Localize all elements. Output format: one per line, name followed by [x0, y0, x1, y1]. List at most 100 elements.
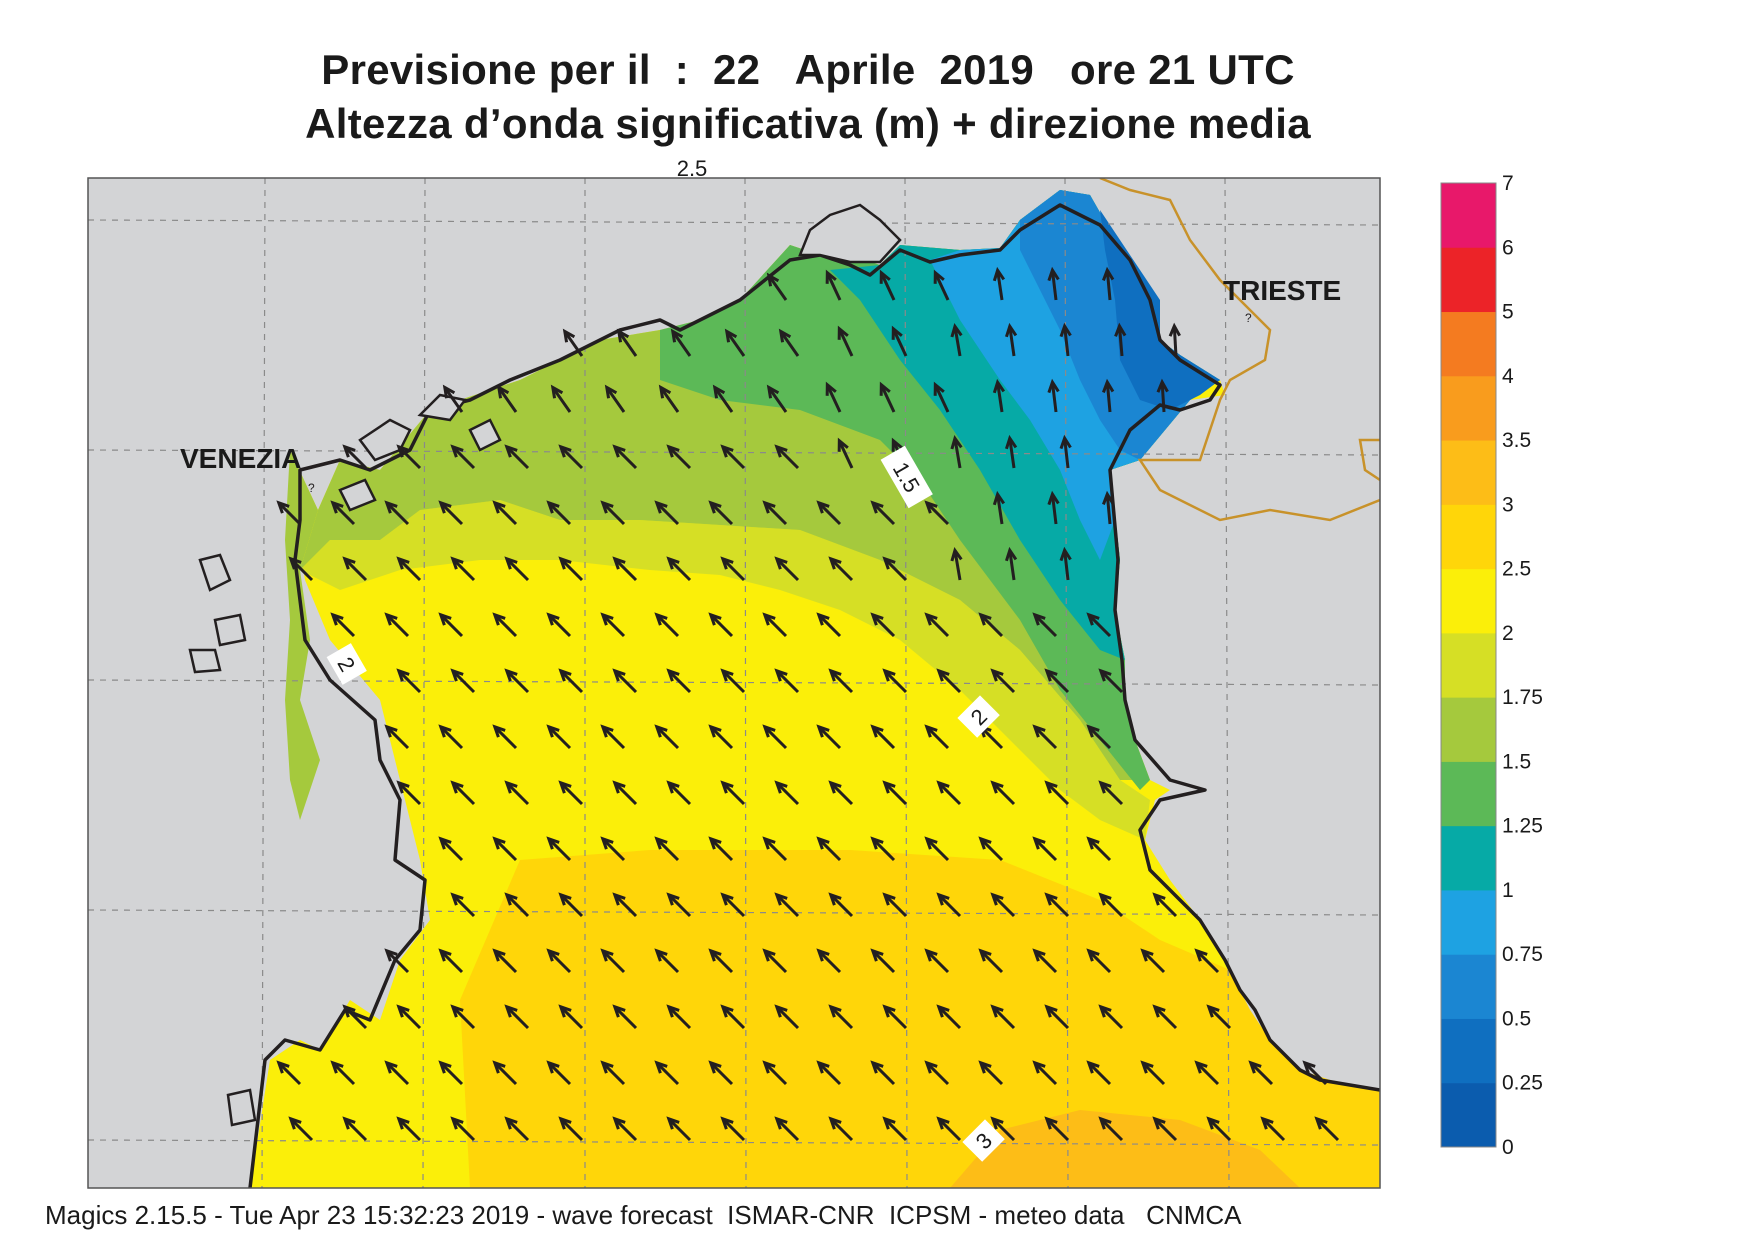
wave-arrow-shaft: [775, 893, 800, 918]
colorbar-swatch: [1441, 311, 1496, 377]
city-label-trieste: TRIESTE: [1223, 275, 1341, 306]
wave-arrow-shaft: [655, 1061, 680, 1086]
wave-arrow-shaft: [775, 445, 800, 470]
wave-arrow-shaft: [601, 501, 626, 526]
wave-arrow-shaft: [547, 725, 572, 750]
colorbar-level-label: 3: [1502, 493, 1514, 516]
band-3-3-5: [950, 1110, 1300, 1188]
colorbar-swatch: [1441, 761, 1496, 827]
wave-arrow-shaft: [817, 837, 842, 862]
wave-arrow-shaft: [925, 613, 950, 638]
wave-arrow-head: [654, 612, 668, 626]
wave-arrow-head: [816, 1060, 830, 1074]
wave-arrow-shaft: [385, 725, 410, 750]
wave-arrow-head: [558, 444, 572, 458]
wave-arrow-shaft: [331, 501, 356, 526]
wave-arrow-shaft: [1207, 1117, 1232, 1142]
wave-arrow-shaft: [721, 557, 746, 582]
wave-arrow-head: [504, 556, 518, 570]
wave-arrow-shaft: [1050, 270, 1058, 301]
colorbar-level-label: 4: [1502, 365, 1514, 388]
wave-arrow-shaft: [397, 781, 422, 806]
wave-arrow-shaft: [883, 893, 908, 918]
wave-arrow-head: [658, 384, 672, 399]
wave-arrow-head: [936, 1116, 950, 1130]
wave-arrow-shaft: [1315, 1117, 1340, 1142]
wave-arrow-head: [762, 836, 776, 850]
wave-arrow-shaft: [1008, 326, 1016, 357]
wave-arrow-shaft: [996, 270, 1004, 301]
wave-arrow-head: [504, 892, 518, 906]
band-coastal-west: [285, 450, 320, 820]
wave-arrow-head: [342, 1004, 356, 1018]
wave-arrow-head: [816, 500, 830, 514]
wave-arrow-head: [1302, 1060, 1316, 1074]
wave-arrow-shaft: [1153, 1005, 1178, 1030]
wave-arrow-shaft: [343, 1005, 368, 1030]
wave-arrow-shaft: [1261, 1117, 1286, 1142]
wave-arrow-head: [600, 948, 614, 962]
wave-arrow-shaft: [655, 725, 680, 750]
wave-arrow-shaft: [385, 613, 410, 638]
wave-arrow-shaft: [439, 1061, 464, 1086]
wave-arrow-head: [492, 724, 506, 738]
wave-arrow-shaft: [667, 557, 692, 582]
wave-arrow-head: [837, 325, 849, 340]
wave-arrow-shaft: [439, 613, 464, 638]
wave-arrow-shaft: [871, 1061, 896, 1086]
wave-arrow-shaft: [277, 1061, 302, 1086]
wave-arrow-head: [828, 780, 842, 794]
wave-arrow-shaft: [937, 1005, 962, 1030]
colorbar-swatch: [1441, 825, 1496, 891]
wave-arrow-shaft: [331, 613, 356, 638]
wave-arrow-head: [720, 556, 734, 570]
wave-arrow-head: [654, 948, 668, 962]
colorbar-level-label: 1: [1502, 879, 1514, 902]
wave-arrow-head: [1047, 490, 1060, 506]
wave-arrow-shaft: [1141, 1061, 1166, 1086]
wave-arrow-head: [442, 384, 456, 399]
wave-arrow-head: [1044, 668, 1058, 682]
wave-arrow-head: [1314, 1116, 1328, 1130]
wave-arrow-head: [616, 328, 630, 343]
wave-arrow-head: [774, 1004, 788, 1018]
wave-arrow-shaft: [493, 613, 518, 638]
wave-arrow-shaft: [1033, 613, 1058, 638]
wave-arrow-shaft: [953, 326, 962, 357]
wave-arrow-head: [1047, 266, 1060, 282]
wave-arrow-head: [870, 948, 884, 962]
wave-arrow-head: [720, 1116, 734, 1130]
wave-arrow-shaft: [825, 272, 842, 301]
colorbar-level-label: 2: [1502, 622, 1514, 645]
colorbar-level-label: 2.5: [1502, 558, 1531, 581]
wave-arrow-head: [891, 325, 903, 340]
wave-arrow-shaft: [1195, 949, 1220, 974]
wave-arrow-shaft: [493, 501, 518, 526]
wave-arrow-shaft: [505, 893, 530, 918]
wave-arrow-head: [396, 1004, 410, 1018]
wave-arrow-head: [1005, 546, 1018, 562]
wave-arrow-head: [774, 556, 788, 570]
wave-arrow-shaft: [451, 445, 476, 470]
wave-arrow-head: [600, 1060, 614, 1074]
wave-arrow-shaft: [1033, 725, 1058, 750]
wave-arrow-head: [828, 668, 842, 682]
wave-arrow-shaft: [397, 1117, 422, 1142]
colorbar-level-label: 1.75: [1502, 686, 1543, 709]
coastline: [248, 203, 1380, 1188]
wave-arrow-shaft: [1045, 1117, 1070, 1142]
wave-arrow-head: [600, 500, 614, 514]
wave-arrow-head: [654, 500, 668, 514]
wave-arrow-shaft: [721, 893, 746, 918]
wave-arrow-head: [825, 381, 837, 396]
wave-arrow-head: [774, 1116, 788, 1130]
wave-arrow-head: [1059, 322, 1072, 338]
wave-arrow-shaft: [613, 1117, 638, 1142]
colorbar-level-label: 0.75: [1502, 943, 1543, 966]
wave-arrow-head: [330, 612, 344, 626]
wave-arrow-head: [438, 612, 452, 626]
wave-arrow-head: [978, 948, 992, 962]
wave-arrow-shaft: [1008, 550, 1016, 581]
wave-arrow-head: [816, 724, 830, 738]
wave-arrow-shaft: [1105, 269, 1112, 301]
